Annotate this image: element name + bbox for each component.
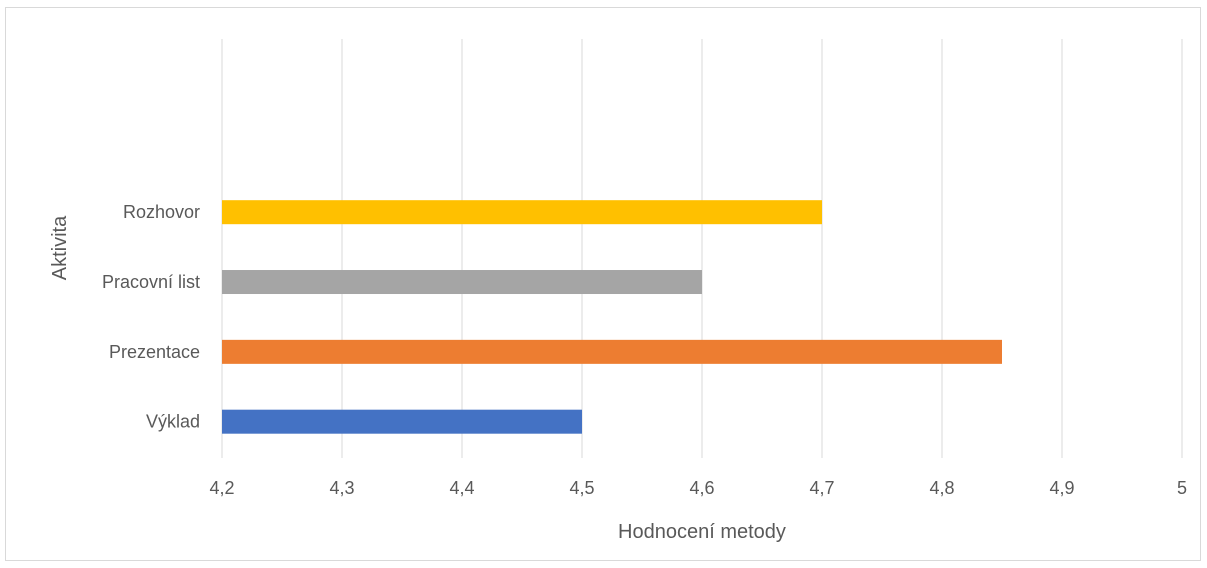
x-tick-label: 4,6 (689, 478, 714, 498)
bar-prezentace (222, 339, 1002, 364)
x-tick-label: 4,3 (329, 478, 354, 498)
x-tick-label: 4,9 (1049, 478, 1074, 498)
y-tick-label: Pracovní list (102, 272, 200, 292)
x-axis-title: Hodnocení metody (618, 521, 786, 543)
bars (222, 200, 1002, 434)
x-tick-label: 4,4 (449, 478, 474, 498)
gridlines (221, 39, 1183, 458)
bar-pracovní-list (222, 270, 702, 295)
bar-rozhovor (222, 200, 822, 225)
x-tick-label: 4,8 (929, 478, 954, 498)
y-tick-label: Výklad (146, 412, 200, 432)
x-tick-label: 4,7 (809, 478, 834, 498)
x-tick-label: 5 (1177, 478, 1187, 498)
y-tick-label: Rozhovor (123, 202, 200, 222)
y-tick-labels: Výklad Prezentace Pracovní list Rozhovor (102, 202, 200, 432)
x-tick-label: 4,5 (569, 478, 594, 498)
x-tick-label: 4,2 (209, 478, 234, 498)
bar-výklad (222, 409, 582, 434)
y-axis-title: Aktivita (49, 215, 71, 280)
x-tick-labels: 4,2 4,3 4,4 4,5 4,6 4,7 4,8 4,9 5 (209, 478, 1187, 498)
y-tick-label: Prezentace (109, 342, 200, 362)
